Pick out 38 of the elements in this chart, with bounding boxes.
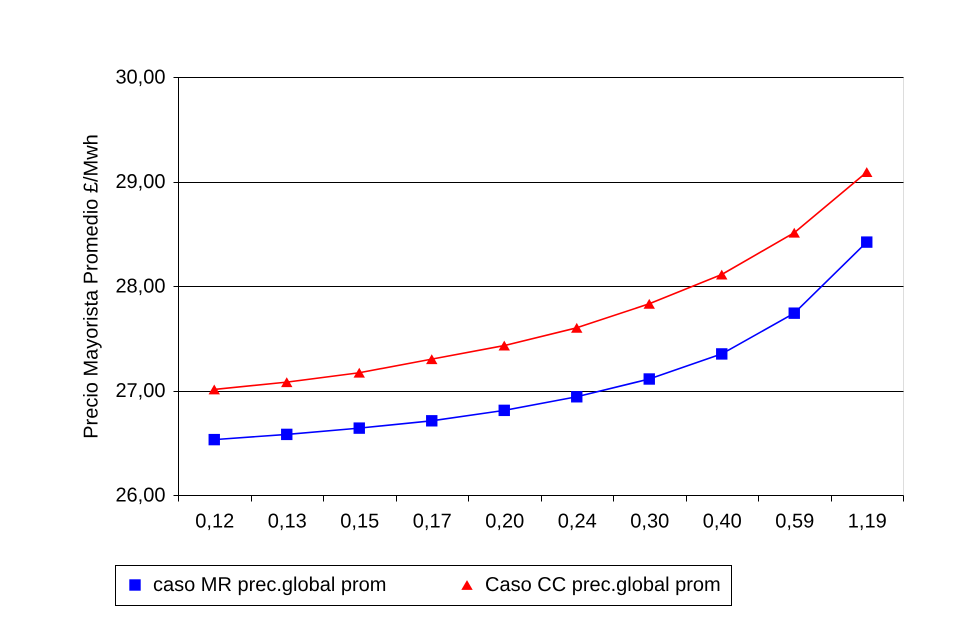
- x-tick-label: 0,20: [485, 510, 524, 532]
- point: [281, 428, 292, 440]
- point: [426, 354, 438, 364]
- point: [788, 228, 800, 238]
- x-tick-label: 0,40: [702, 510, 742, 532]
- y-axis-title: Precio Mayorista Promedio £/Mwh: [80, 134, 102, 439]
- point: [644, 373, 655, 385]
- y-tick-label: 27,00: [115, 380, 166, 402]
- y-tick-label: 29,00: [115, 171, 166, 193]
- y-tick-label: 28,00: [115, 276, 166, 298]
- point: [571, 322, 582, 333]
- x-tick-label: 0,17: [412, 510, 452, 532]
- point: [498, 340, 510, 350]
- x-tick-label: 0,15: [340, 510, 380, 532]
- x-tick-label: 0,24: [558, 510, 597, 532]
- x-tick-label: 0,30: [630, 510, 670, 532]
- x-tick-label: 0,12: [195, 510, 234, 532]
- point: [208, 384, 220, 394]
- point: [208, 434, 220, 446]
- x-tick-label: 0,59: [775, 510, 814, 532]
- point: [354, 368, 365, 378]
- point: [644, 298, 655, 309]
- point: [498, 404, 510, 416]
- point: [354, 422, 365, 434]
- point: [426, 415, 438, 427]
- x-tick-label: 1,19: [848, 510, 887, 532]
- point: [716, 348, 728, 360]
- point: [861, 167, 872, 178]
- y-tick-label: 30,00: [115, 66, 166, 88]
- point: [861, 236, 872, 248]
- point: [788, 307, 800, 319]
- point: [571, 391, 582, 402]
- point: [281, 377, 292, 388]
- y-tick-label: 26,00: [115, 484, 166, 506]
- x-tick-label: 0,13: [268, 510, 307, 532]
- point: [716, 270, 728, 280]
- legend-label: caso MR prec.global prom: [153, 574, 386, 596]
- legend-label: Caso CC prec.global prom: [485, 574, 721, 596]
